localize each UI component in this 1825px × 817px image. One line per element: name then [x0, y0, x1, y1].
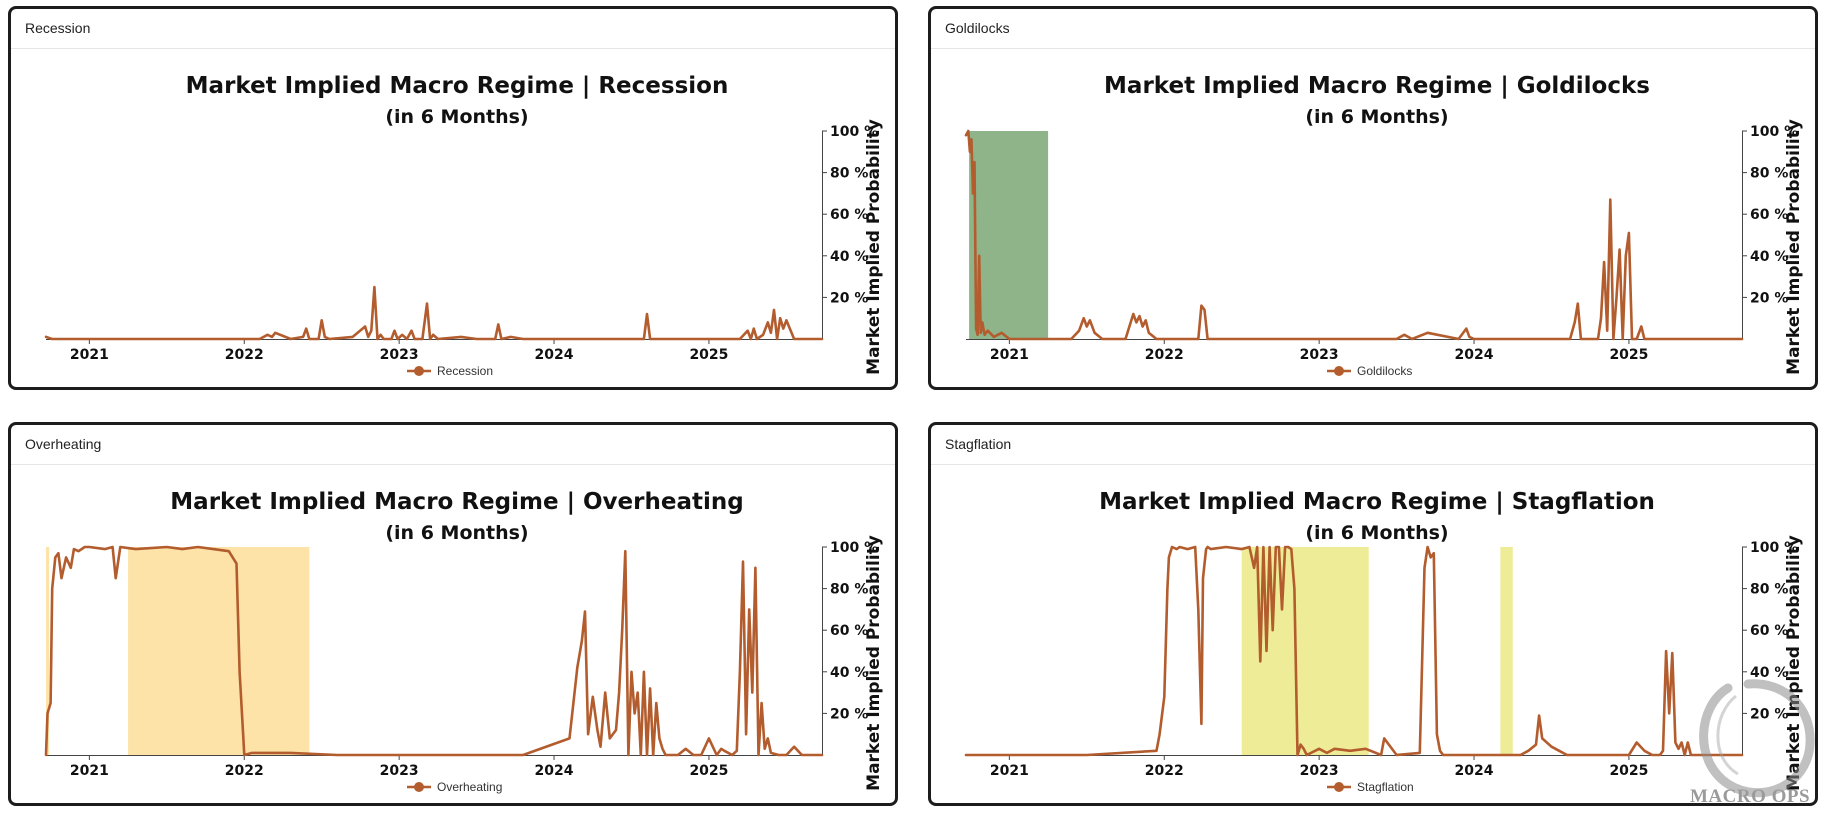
- y-tick-label: 40 %: [830, 249, 868, 265]
- panel-header: Recession: [11, 9, 895, 49]
- chart-panel-overheating: Overheating Market Implied Macro Regime …: [8, 422, 898, 806]
- y-axis-title: Market Implied Probability: [1784, 535, 1804, 791]
- x-tick-label: 2021: [990, 763, 1029, 779]
- chart-subtitle: (in 6 Months): [385, 522, 528, 544]
- chart-title: Market Implied Macro Regime | Overheatin…: [170, 489, 743, 515]
- x-tick-label: 2025: [689, 763, 728, 779]
- legend-label: Overheating: [437, 780, 502, 794]
- x-tick-label: 2025: [1609, 763, 1648, 779]
- legend-marker-icon: [1334, 782, 1344, 792]
- y-tick-label: 80 %: [830, 166, 868, 182]
- enso-circle-icon: [1699, 679, 1815, 798]
- y-tick-label: 20 %: [830, 290, 868, 306]
- x-tick-label: 2021: [70, 763, 109, 779]
- chart-goldilocks: Market Implied Macro Regime | Goldilocks…: [964, 73, 1804, 378]
- chart-recession: Market Implied Macro Regime | Recession (…: [44, 73, 884, 378]
- chart-title: Market Implied Macro Regime | Stagflatio…: [1099, 489, 1655, 515]
- x-tick-label: 2024: [535, 347, 574, 363]
- chart-panel-stagflation: Stagflation Market Implied Macro Regime …: [928, 422, 1818, 806]
- regime-band: [128, 547, 310, 755]
- x-tick-label: 2022: [1145, 763, 1184, 779]
- chart-overheating: Market Implied Macro Regime | Overheatin…: [44, 489, 884, 794]
- chart-subtitle: (in 6 Months): [385, 106, 528, 128]
- series-line-goldilocks: [964, 129, 1744, 341]
- x-tick-label: 2023: [380, 347, 419, 363]
- y-tick-label: 60 %: [830, 623, 868, 639]
- y-tick-label: 80 %: [1750, 166, 1788, 182]
- legend-label: Stagflation: [1357, 780, 1414, 794]
- legend-marker-icon: [414, 366, 424, 376]
- y-tick-label: 60 %: [1750, 207, 1788, 223]
- regime-band: [969, 131, 1049, 339]
- chart-panel-recession: Recession Market Implied Macro Regime | …: [8, 6, 898, 390]
- chart-stagflation: Market Implied Macro Regime | Stagflatio…: [964, 489, 1804, 794]
- y-tick-label: 100 %: [1750, 124, 1798, 140]
- legend-marker-icon: [414, 782, 424, 792]
- x-tick-label: 2023: [1300, 763, 1339, 779]
- panel-header: Stagflation: [931, 425, 1815, 465]
- x-tick-label: 2021: [70, 347, 109, 363]
- y-tick-label: 40 %: [1750, 249, 1788, 265]
- y-axis-title: Market Implied Probability: [864, 535, 884, 791]
- x-tick-label: 2025: [689, 347, 728, 363]
- y-tick-label: 20 %: [830, 706, 868, 722]
- x-tick-label: 2022: [225, 347, 264, 363]
- chart-title: Market Implied Macro Regime | Recession: [186, 73, 729, 99]
- x-tick-label: 2024: [535, 763, 574, 779]
- panel-header: Overheating: [11, 425, 895, 465]
- regime-band: [46, 547, 50, 755]
- x-tick-label: 2022: [1145, 347, 1184, 363]
- legend-label: Recession: [437, 364, 493, 378]
- chart-subtitle: (in 6 Months): [1305, 522, 1448, 544]
- y-tick-label: 60 %: [830, 207, 868, 223]
- chart-panel-goldilocks: Goldilocks Market Implied Macro Regime |…: [928, 6, 1818, 390]
- x-tick-label: 2023: [1300, 347, 1339, 363]
- chart-subtitle: (in 6 Months): [1305, 106, 1448, 128]
- y-tick-label: 40 %: [1750, 665, 1788, 681]
- y-tick-label: 80 %: [1750, 582, 1788, 598]
- y-tick-label: 100 %: [830, 124, 878, 140]
- panel-header: Goldilocks: [931, 9, 1815, 49]
- y-tick-label: 40 %: [830, 665, 868, 681]
- chart-title: Market Implied Macro Regime | Goldilocks: [1104, 73, 1650, 99]
- regime-band: [1500, 547, 1513, 755]
- y-tick-label: 80 %: [830, 582, 868, 598]
- x-tick-label: 2021: [990, 347, 1029, 363]
- series-line-recession: [44, 285, 824, 341]
- y-axis-title: Market Implied Probability: [1784, 119, 1804, 375]
- y-tick-label: 100 %: [1750, 540, 1798, 556]
- x-tick-label: 2023: [380, 763, 419, 779]
- y-tick-label: 60 %: [1750, 623, 1788, 639]
- legend-label: Goldilocks: [1357, 364, 1412, 378]
- x-tick-label: 2025: [1609, 347, 1648, 363]
- y-axis-title: Market Implied Probability: [864, 119, 884, 375]
- x-tick-label: 2024: [1455, 347, 1494, 363]
- legend-marker-icon: [1334, 366, 1344, 376]
- x-tick-label: 2024: [1455, 763, 1494, 779]
- series-line-overheating: [44, 545, 824, 757]
- x-tick-label: 2022: [225, 763, 264, 779]
- watermark-text: MACRO OPS: [1690, 786, 1811, 807]
- y-tick-label: 20 %: [1750, 706, 1788, 722]
- series-line-stagflation: [964, 545, 1744, 757]
- y-tick-label: 20 %: [1750, 290, 1788, 306]
- y-tick-label: 100 %: [830, 540, 878, 556]
